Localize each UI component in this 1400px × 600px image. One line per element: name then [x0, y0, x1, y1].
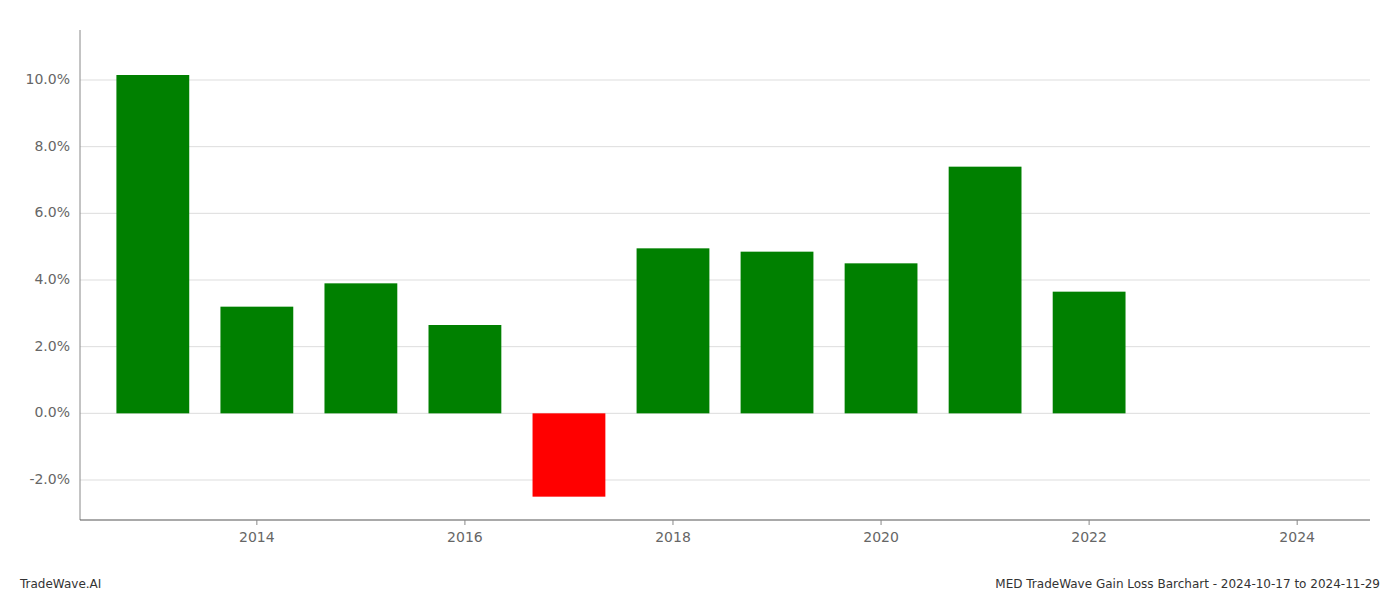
bar: [1053, 292, 1126, 414]
y-tick-label: -2.0%: [29, 471, 70, 487]
annotations: TradeWave.AI MED TradeWave Gain Loss Barc…: [19, 577, 1380, 591]
bar: [533, 413, 606, 496]
grid-line: [80, 146, 1370, 147]
y-tick-label: 8.0%: [34, 138, 70, 154]
x-tick-label: 2022: [1071, 529, 1107, 545]
grid-line: [80, 213, 1370, 214]
x-axis-line: [80, 520, 1370, 521]
x-tick-label: 2018: [655, 529, 691, 545]
y-axis-line: [80, 30, 81, 520]
x-tick: [881, 520, 882, 525]
x-axis: 2014 2016 2018 2020 2022 2024: [80, 520, 1370, 545]
y-axis: -2.0% 0.0% 2.0% 4.0% 6.0% 8.0% 10.0%: [26, 30, 80, 520]
bar: [845, 263, 918, 413]
bar: [949, 167, 1022, 414]
grid-line: [80, 280, 1370, 281]
bar: [116, 75, 189, 413]
bar: [637, 248, 710, 413]
bar: [429, 325, 502, 413]
bar: [220, 307, 293, 414]
x-tick-label: 2024: [1279, 529, 1315, 545]
footer-text: MED TradeWave Gain Loss Barchart - 2024-…: [995, 577, 1380, 591]
y-tick-label: 6.0%: [34, 204, 70, 220]
grid-line: [80, 80, 1370, 81]
bars: [116, 75, 1125, 497]
x-tick: [1297, 520, 1298, 525]
bar: [324, 283, 397, 413]
x-tick: [256, 520, 257, 525]
x-tick: [464, 520, 465, 525]
grid-line: [80, 480, 1370, 481]
chart-container: -2.0%0.0%2.0%4.0%6.0%8.0%10.0%2014201620…: [0, 0, 1400, 600]
x-tick: [672, 520, 673, 525]
x-tick: [1089, 520, 1090, 525]
grid: [80, 80, 1370, 480]
x-tick-label: 2014: [239, 529, 275, 545]
y-tick-label: 2.0%: [34, 338, 70, 354]
y-tick-label: 10.0%: [26, 71, 70, 87]
x-tick-label: 2016: [447, 529, 483, 545]
background: [0, 0, 1400, 600]
x-tick-label: 2020: [863, 529, 899, 545]
bar: [741, 252, 814, 414]
footer-text: TradeWave.AI: [19, 577, 101, 591]
chart: -2.0%0.0%2.0%4.0%6.0%8.0%10.0%2014201620…: [0, 0, 1400, 600]
y-tick-label: 0.0%: [34, 404, 70, 420]
y-tick-label: 4.0%: [34, 271, 70, 287]
